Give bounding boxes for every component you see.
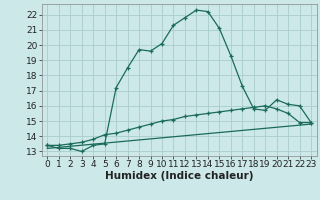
X-axis label: Humidex (Indice chaleur): Humidex (Indice chaleur)	[105, 171, 253, 181]
